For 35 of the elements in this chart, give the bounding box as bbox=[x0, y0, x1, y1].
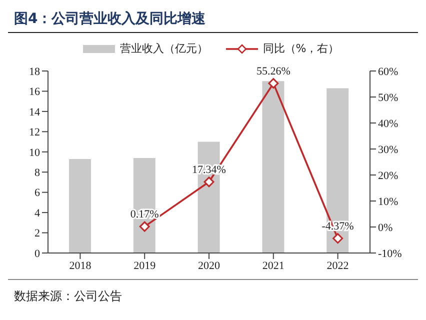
y2-tick-label: 20% bbox=[378, 170, 398, 182]
legend-label: 同比（%，右） bbox=[262, 41, 340, 56]
y2-tick-label: 50% bbox=[378, 92, 398, 104]
x-tick-label: 2019 bbox=[134, 260, 156, 272]
y-tick-label: 6 bbox=[34, 187, 40, 200]
bar bbox=[262, 81, 284, 253]
chart-title: 图4：公司营业收入及同比增速 bbox=[8, 8, 418, 33]
y-tick-label: 14 bbox=[29, 106, 40, 118]
x-tick-label: 2021 bbox=[262, 260, 284, 272]
y2-tick-label: 0% bbox=[378, 222, 393, 234]
y-tick-label: 16 bbox=[29, 86, 40, 98]
y2-tick-label: 30% bbox=[378, 144, 398, 156]
y2-tick-label: 40% bbox=[378, 118, 398, 130]
data-label: 0.17% bbox=[130, 208, 159, 221]
legend-label: 营业收入（亿元） bbox=[118, 41, 208, 56]
point bbox=[332, 233, 344, 244]
y2-tick-label: 60% bbox=[378, 66, 398, 78]
source-note: 数据来源：公司公告 bbox=[8, 279, 418, 305]
y-tick-label: 2 bbox=[34, 228, 40, 240]
y-tick-label: 10 bbox=[29, 146, 40, 159]
bar bbox=[69, 158, 91, 253]
x-tick-label: 2018 bbox=[69, 260, 92, 272]
y2-tick-label: 10% bbox=[378, 196, 398, 208]
y-tick-label: 0 bbox=[34, 248, 40, 260]
x-tick-label: 2022 bbox=[326, 260, 349, 272]
y2-tick-label: -10% bbox=[378, 248, 402, 260]
y-tick-label: 8 bbox=[34, 167, 40, 180]
y-tick-label: 18 bbox=[29, 66, 40, 78]
data-label: 55.26% bbox=[256, 65, 290, 78]
y-tick-label: 4 bbox=[34, 207, 40, 220]
y-tick-label: 12 bbox=[29, 126, 40, 139]
point bbox=[139, 221, 150, 232]
point bbox=[204, 176, 214, 188]
x-tick-label: 2020 bbox=[198, 260, 220, 272]
point bbox=[268, 78, 279, 89]
